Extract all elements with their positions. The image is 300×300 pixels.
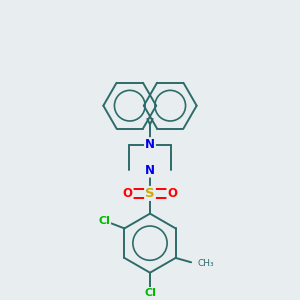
Text: CH₃: CH₃ [197,259,214,268]
Text: S: S [145,187,155,200]
Text: N: N [145,138,155,151]
Text: O: O [167,187,177,200]
Text: O: O [123,187,133,200]
Text: Cl: Cl [144,288,156,298]
Text: N: N [145,164,155,177]
Text: Cl: Cl [98,216,110,226]
